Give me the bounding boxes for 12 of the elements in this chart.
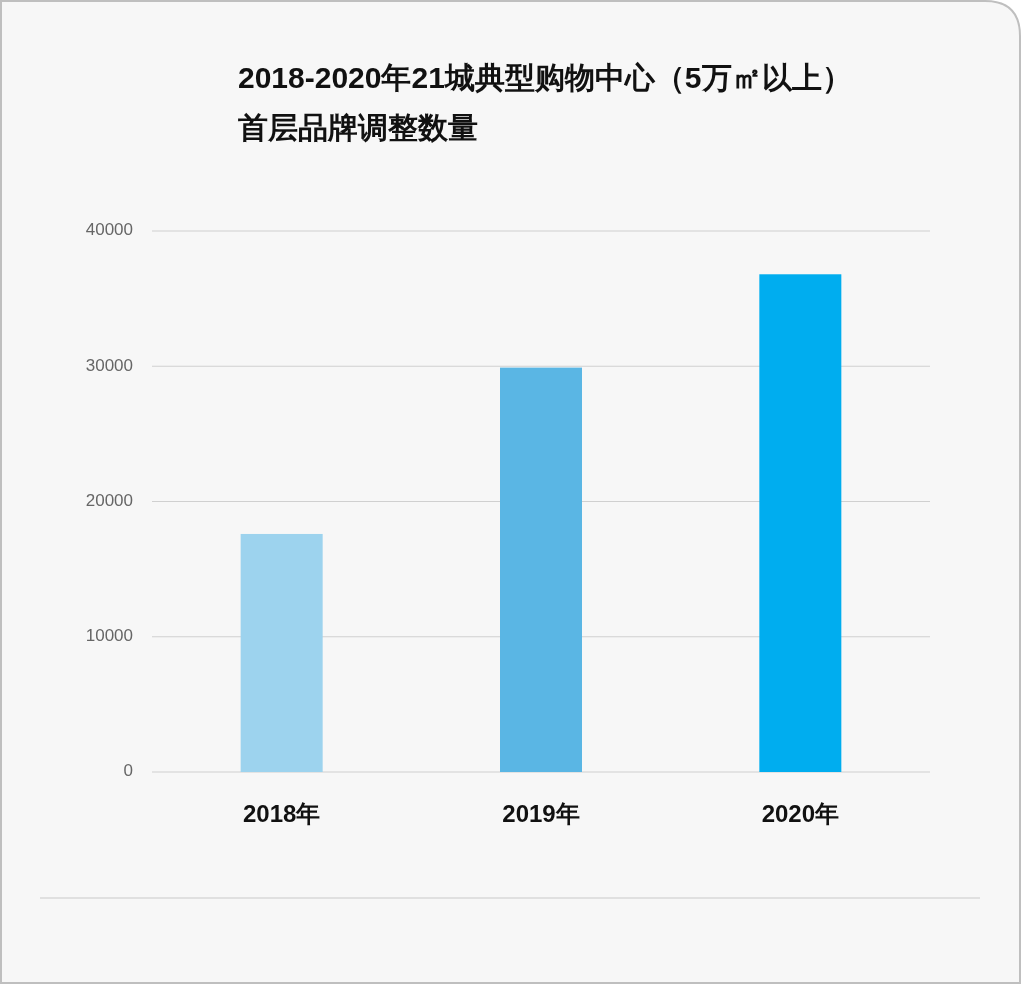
bar (759, 274, 842, 772)
x-tick-label: 2018年 (242, 800, 321, 827)
y-tick-label: 10000 (85, 626, 133, 646)
y-tick-label: 40000 (85, 220, 133, 240)
x-tick-label: 2020年 (761, 800, 840, 827)
chart-title: 2018-2020年21城典型购物中心（5万㎡以上）首层品牌调整数量 (238, 61, 852, 144)
y-tick-label: 0 (123, 761, 133, 781)
bar (500, 367, 582, 772)
x-tick-label: 2019年 (502, 800, 580, 827)
y-tick-label: 30000 (85, 355, 133, 375)
bar (240, 533, 323, 772)
y-tick-label: 20000 (85, 490, 133, 510)
